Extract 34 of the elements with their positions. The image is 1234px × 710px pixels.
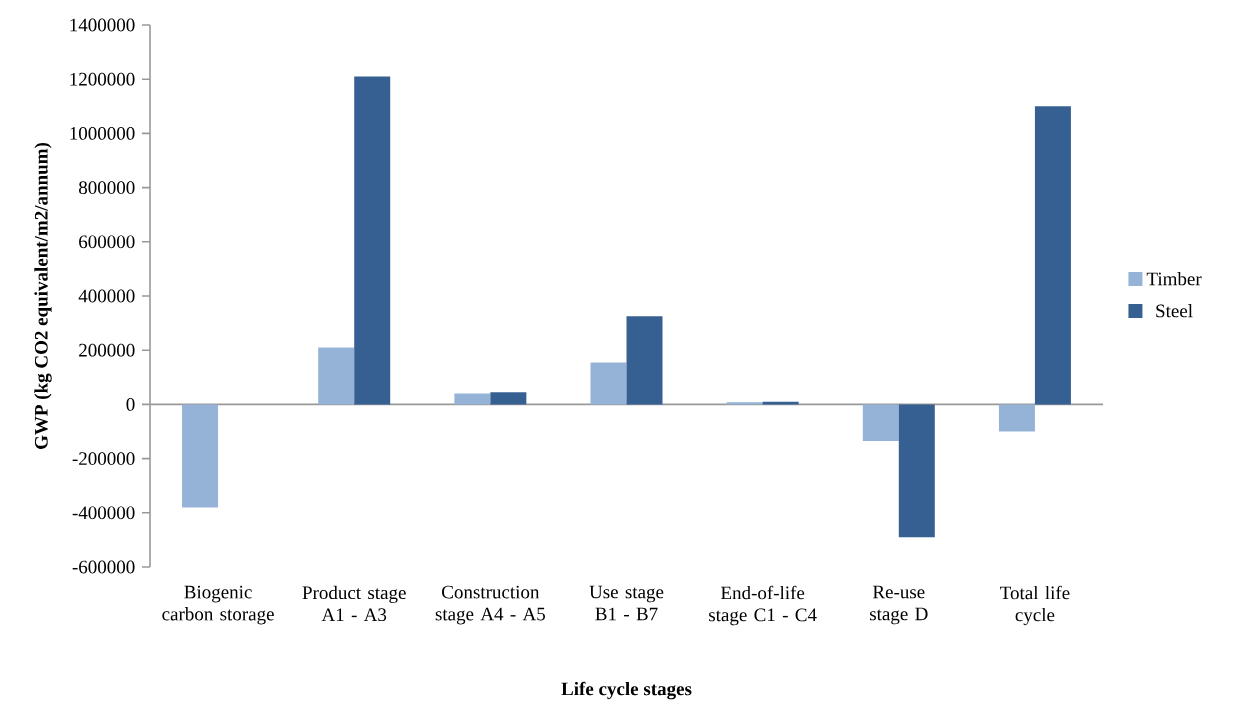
y-tick-label: 0 [126, 398, 135, 411]
x-tick-label: Total life cycle [1000, 585, 1070, 626]
x-tick-label: Use stage B1 - B7 [589, 585, 664, 621]
y-tick-label: 1400000 [70, 18, 135, 32]
bar [626, 316, 663, 405]
bar [898, 404, 935, 538]
y-tick-label: -600000 [72, 560, 135, 574]
y-axis-title: GWP (kg CO2 equivalent/m2/annum) [34, 142, 52, 449]
y-tick-label: -200000 [72, 452, 135, 466]
bar [862, 404, 899, 441]
y-tick-label: -400000 [72, 506, 135, 520]
x-axis-title: Life cycle stages [561, 681, 692, 700]
bar [182, 404, 219, 508]
x-tick-label: Product stage A1 - A3 [302, 585, 406, 622]
bar [1034, 106, 1071, 405]
bar [726, 402, 763, 405]
x-tick-label: End-of-life stage C1 - C4 [709, 585, 817, 626]
bar [998, 404, 1035, 432]
bar [490, 392, 527, 405]
legend-label: Steel [1156, 303, 1193, 318]
y-tick-label: 200000 [79, 343, 135, 357]
legend-label: Timber [1146, 271, 1202, 286]
y-tick-label: 1200000 [70, 72, 135, 86]
x-tick-label: Re-use stage D [870, 585, 928, 625]
x-tick-label: Construction stage A4 - A5 [435, 585, 545, 625]
bar [590, 362, 627, 405]
bar [354, 76, 391, 405]
y-tick-label: 600000 [79, 235, 135, 249]
y-tick-label: 400000 [78, 289, 135, 303]
x-tick-label: Biogenic carbon storage [162, 585, 274, 625]
bar [454, 393, 491, 405]
bar [318, 347, 355, 405]
y-tick-label: 1000000 [70, 126, 135, 140]
y-tick-label: 800000 [78, 181, 135, 195]
